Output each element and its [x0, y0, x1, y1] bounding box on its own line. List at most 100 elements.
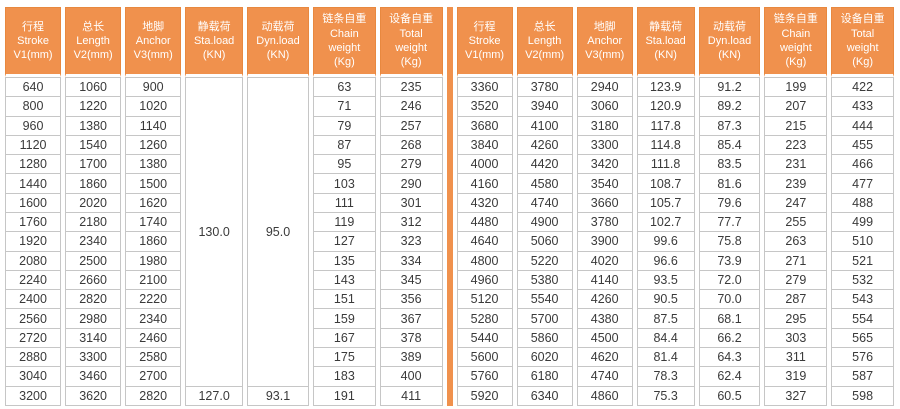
table-cell: 1380 — [125, 155, 182, 175]
table-cell: 4100 — [516, 116, 573, 136]
table-cell: 4580 — [516, 174, 573, 194]
table-cell: 312 — [379, 212, 443, 233]
column-header: 地脚 Anchor V3(mm) — [125, 7, 182, 77]
table-cell: 1440 — [5, 174, 62, 194]
table-cell: 4260 — [516, 135, 573, 156]
table-cell: 444 — [831, 116, 894, 136]
table-cell: 2460 — [125, 328, 182, 348]
table-cell: 246 — [379, 97, 443, 117]
table-cell: 143 — [312, 270, 376, 291]
table-cell: 5920 — [456, 386, 513, 406]
table-cell: 68.1 — [698, 309, 761, 329]
table-cell: 4500 — [576, 328, 633, 348]
table-cell: 2100 — [125, 270, 182, 291]
table-row: 3520 3940 3060 120.9 89.2 207 433 — [456, 97, 894, 117]
column-header: 链条自重 Chain weight (Kg) — [312, 7, 376, 77]
table-cell: 378 — [379, 328, 443, 348]
table-cell: 279 — [379, 155, 443, 175]
table-cell: 1380 — [65, 116, 122, 136]
table-cell: 345 — [379, 270, 443, 291]
table-cell: 4620 — [576, 347, 633, 368]
table-cell: 5280 — [456, 309, 513, 329]
table-row: 4800 5220 4020 96.6 73.9 271 521 — [456, 251, 894, 271]
table-row: 1280 1700 1380 95 279 — [5, 155, 443, 175]
table-cell: 5220 — [516, 251, 573, 271]
table-cell: 5700 — [516, 309, 573, 329]
table-row: 1760 2180 1740 119 312 — [5, 212, 443, 233]
table-cell: 3300 — [65, 347, 122, 368]
table-cell: 311 — [764, 347, 828, 368]
table-cell: 301 — [379, 193, 443, 213]
table-cell: 389 — [379, 347, 443, 368]
table-cell: 72.0 — [698, 270, 761, 291]
table-cell: 2240 — [5, 270, 62, 291]
table-row: 800 1220 1020 71 246 — [5, 97, 443, 117]
table-row: 2240 2660 2100 143 345 — [5, 270, 443, 291]
table-cell: 295 — [764, 309, 828, 329]
table-cell: 356 — [379, 290, 443, 310]
table-row: 5280 5700 4380 87.5 68.1 295 554 — [456, 309, 894, 329]
table-cell: 5540 — [516, 290, 573, 310]
table-cell: 4480 — [456, 212, 513, 233]
table-cell: 5440 — [456, 328, 513, 348]
table-cell: 554 — [831, 309, 894, 329]
table-cell: 83.5 — [698, 155, 761, 175]
table-body-right: 3360 3780 2940 123.9 91.2 199 422 3520 3940 3060 1… — [456, 77, 894, 406]
header-row: 行程 Stroke V1(mm) 总长 Length V2(mm) 地脚 Anchor V3(m… — [456, 7, 894, 77]
table-cell: 4000 — [456, 155, 513, 175]
table-cell: 422 — [831, 77, 894, 98]
table-cell: 1760 — [5, 212, 62, 233]
table-cell: 488 — [831, 193, 894, 213]
table-row: 640 1060 900 130.0 95.0 63 235 — [5, 77, 443, 387]
table-cell: 119 — [312, 212, 376, 233]
table-cell: 257 — [379, 116, 443, 136]
table-cell: 114.8 — [636, 135, 695, 156]
table-cell: 4140 — [576, 270, 633, 291]
table-cell: 159 — [312, 309, 376, 329]
table-row: 4000 4420 3420 111.8 83.5 231 466 — [456, 155, 894, 175]
table-cell: 800 — [5, 97, 62, 117]
table-cell: 319 — [764, 367, 828, 387]
table-cell: 1860 — [125, 232, 182, 252]
table-cell: 87.3 — [698, 116, 761, 136]
table-cell: 510 — [831, 232, 894, 252]
table-cell: 66.2 — [698, 328, 761, 348]
table-cell: 640 — [5, 77, 62, 98]
table-cell: 117.8 — [636, 116, 695, 136]
table-row: 2880 3300 2580 175 389 — [5, 347, 443, 368]
column-header: 设备自重 Total weight (Kg) — [379, 7, 443, 77]
table-cell: 2700 — [125, 367, 182, 387]
table-cell: 327 — [764, 386, 828, 406]
table-row: 2080 2500 1980 135 334 — [5, 251, 443, 271]
table-cell: 2980 — [65, 309, 122, 329]
table-cell: 4960 — [456, 270, 513, 291]
table-cell: 2720 — [5, 328, 62, 348]
table-cell: 87 — [312, 135, 376, 156]
table-cell: 3680 — [456, 116, 513, 136]
table-cell: 102.7 — [636, 212, 695, 233]
column-header: 静载荷 Sta.load (KN) — [185, 7, 244, 77]
table-cell: 2020 — [65, 193, 122, 213]
table-cell: 367 — [379, 309, 443, 329]
table-cell: 2340 — [65, 232, 122, 252]
table-cell: 5060 — [516, 232, 573, 252]
table-row: 2720 3140 2460 167 378 — [5, 328, 443, 348]
table-cell: 521 — [831, 251, 894, 271]
column-header: 静载荷 Sta.load (KN) — [636, 7, 695, 77]
table-row: 1600 2020 1620 111 301 — [5, 193, 443, 213]
table-row: 5120 5540 4260 90.5 70.0 287 543 — [456, 290, 894, 310]
table-cell: 81.6 — [698, 174, 761, 194]
table-cell: 303 — [764, 328, 828, 348]
table-cell: 2220 — [125, 290, 182, 310]
table-cell: 2580 — [125, 347, 182, 368]
table-row: 3200 3620 2820 127.0 93.1 191 411 — [5, 386, 443, 406]
table-cell: 89.2 — [698, 97, 761, 117]
table-cell: 78.3 — [636, 367, 695, 387]
table-row: 5440 5860 4500 84.4 66.2 303 565 — [456, 328, 894, 348]
table-cell: 3900 — [576, 232, 633, 252]
table-cell: 1280 — [5, 155, 62, 175]
table-cell: 5860 — [516, 328, 573, 348]
column-header: 地脚 Anchor V3(mm) — [576, 7, 633, 77]
table-cell: 223 — [764, 135, 828, 156]
